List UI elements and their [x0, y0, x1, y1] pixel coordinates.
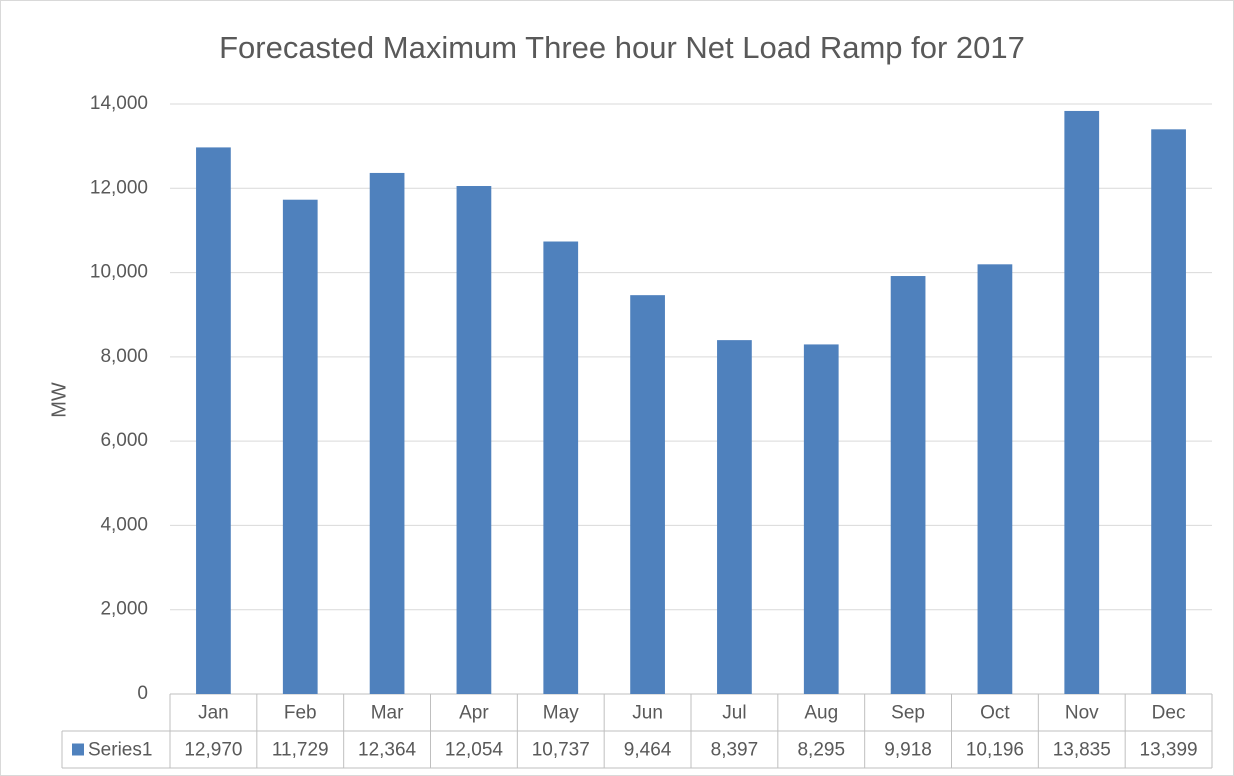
data-table-value: 10,737	[532, 740, 590, 761]
bar	[717, 340, 752, 694]
x-tick-label: May	[543, 703, 579, 724]
bar	[543, 241, 579, 694]
data-table-value: 8,397	[711, 740, 759, 761]
x-tick-label: Jul	[722, 703, 746, 724]
chart-title: Forecasted Maximum Three hour Net Load R…	[219, 30, 1025, 65]
data-table-value: 12,054	[445, 740, 504, 761]
data-table-value: 12,970	[184, 740, 242, 761]
y-tick-label: 14,000	[90, 93, 148, 114]
bar	[977, 264, 1013, 694]
bar	[282, 199, 318, 694]
data-table-value: 13,399	[1140, 740, 1198, 761]
legend-key	[72, 743, 84, 756]
y-tick-label: 10,000	[90, 262, 148, 283]
y-tick-label: 8,000	[100, 346, 148, 367]
bar	[1064, 110, 1100, 695]
x-tick-label: Jun	[632, 703, 663, 724]
bar	[630, 295, 665, 694]
bar	[196, 147, 231, 694]
data-table-value: 8,295	[797, 740, 845, 761]
bar	[890, 276, 926, 694]
data-table-value: 12,364	[358, 740, 417, 761]
bar	[369, 172, 405, 695]
data-table-value: 9,464	[624, 740, 672, 761]
x-tick-label: Feb	[284, 703, 317, 724]
bar	[1151, 129, 1186, 694]
data-table-value: 9,918	[884, 740, 932, 761]
bar	[456, 186, 492, 694]
x-tick-label: Jan	[198, 703, 229, 724]
x-tick-label: Oct	[980, 703, 1010, 724]
x-tick-label: Aug	[804, 703, 838, 724]
bar	[803, 344, 839, 694]
y-tick-label: 12,000	[90, 177, 148, 198]
legend-label: Series1	[88, 740, 152, 761]
x-tick-label: Mar	[371, 703, 404, 724]
y-tick-label: 0	[137, 683, 148, 704]
y-tick-label: 6,000	[100, 430, 148, 451]
y-axis-label: MW	[48, 382, 70, 418]
y-tick-label: 2,000	[100, 599, 148, 620]
x-tick-label: Apr	[459, 703, 489, 724]
x-tick-label: Dec	[1152, 703, 1186, 724]
data-table-value: 11,729	[272, 740, 329, 761]
x-tick-label: Nov	[1065, 703, 1099, 724]
y-tick-label: 4,000	[100, 514, 148, 535]
x-tick-label: Sep	[891, 703, 925, 724]
data-table-value: 10,196	[966, 740, 1024, 761]
data-table-value: 13,835	[1053, 740, 1111, 761]
